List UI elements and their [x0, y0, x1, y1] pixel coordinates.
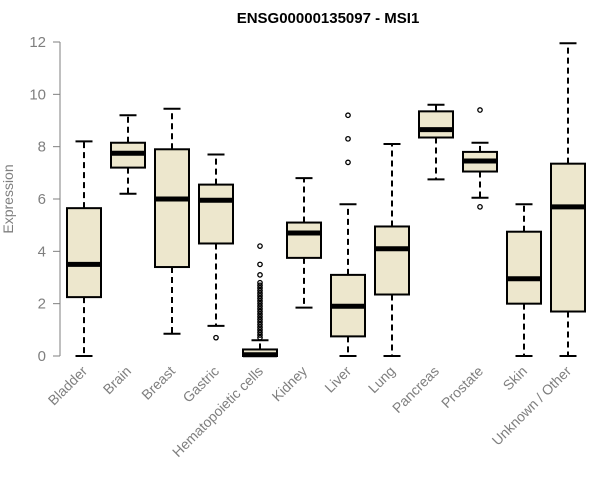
outlier-point: [477, 204, 483, 210]
outlier-point: [257, 285, 263, 291]
box-group: [506, 203, 542, 357]
y-tick-label: 8: [38, 139, 46, 156]
outlier-point: [257, 243, 263, 249]
outlier-point: [257, 334, 263, 341]
box-body: [506, 230, 542, 305]
box-body: [66, 207, 102, 299]
outlier-point: [345, 159, 351, 166]
outlier-point: [257, 332, 263, 338]
box-body: [198, 183, 234, 245]
x-tick-label: Gastric: [179, 363, 222, 406]
chart-title: ENSG00000135097 - MSI1: [237, 10, 420, 27]
box-group: [418, 103, 454, 181]
box-group: [198, 153, 234, 341]
outlier-point: [257, 287, 263, 294]
y-tick-label: 12: [29, 34, 46, 51]
box-group: [330, 112, 366, 357]
outlier-point: [257, 303, 263, 310]
box-group: [110, 114, 146, 195]
outlier-point: [213, 334, 219, 341]
box-group: [462, 107, 498, 210]
box-group: [286, 177, 322, 309]
box-group: [242, 243, 278, 358]
outlier-point: [257, 321, 263, 328]
x-tick-label: Lung: [365, 363, 398, 396]
box-body: [374, 225, 410, 296]
outlier-point: [257, 300, 263, 307]
x-tick-label: Bladder: [45, 363, 91, 409]
outlier-point: [257, 326, 263, 333]
outlier-point: [257, 261, 263, 268]
y-tick-label: 0: [38, 348, 46, 365]
outlier-point: [257, 298, 263, 304]
y-tick-label: 4: [38, 243, 46, 260]
outlier-point: [257, 324, 263, 331]
outlier-point: [257, 295, 263, 302]
outlier-point: [257, 306, 263, 312]
outlier-point: [257, 292, 263, 299]
box-series: [66, 42, 586, 358]
box-group: [66, 140, 102, 357]
box-body: [286, 221, 322, 259]
box-group: [550, 42, 586, 357]
x-tick-label: Kidney: [269, 363, 311, 405]
box-group: [374, 143, 410, 357]
x-tick-label: Brain: [100, 363, 134, 397]
y-tick-label: 10: [29, 86, 46, 103]
x-tick-label: Prostate: [438, 363, 486, 411]
outlier-point: [257, 272, 263, 278]
outlier-point: [257, 313, 263, 320]
outlier-point: [257, 319, 263, 325]
x-tick-label: Unknown / Other: [489, 363, 575, 449]
outlier-point: [345, 135, 351, 142]
box-body: [418, 110, 454, 139]
y-axis-label: Expression: [0, 164, 16, 233]
outlier-point: [345, 112, 351, 119]
y-axis: 0 2 4 6 8 10 12: [29, 34, 61, 365]
y-tick-label: 2: [38, 296, 46, 313]
outlier-point: [257, 311, 263, 317]
outlier-point: [257, 329, 263, 336]
outlier-point: [257, 290, 263, 297]
box-body: [550, 162, 586, 313]
outlier-point: [477, 107, 483, 113]
x-tick-label: Liver: [321, 363, 354, 396]
outlier-point: [257, 308, 263, 315]
outlier-point: [257, 279, 263, 286]
outlier-point: [257, 316, 263, 323]
y-tick-label: 6: [38, 191, 46, 208]
x-tick-label: Skin: [500, 363, 531, 394]
box-group: [154, 107, 190, 335]
outlier-point: [257, 282, 263, 289]
box-body: [154, 148, 190, 269]
x-tick-label: Pancreas: [389, 363, 442, 416]
x-tick-label: Breast: [138, 363, 178, 403]
